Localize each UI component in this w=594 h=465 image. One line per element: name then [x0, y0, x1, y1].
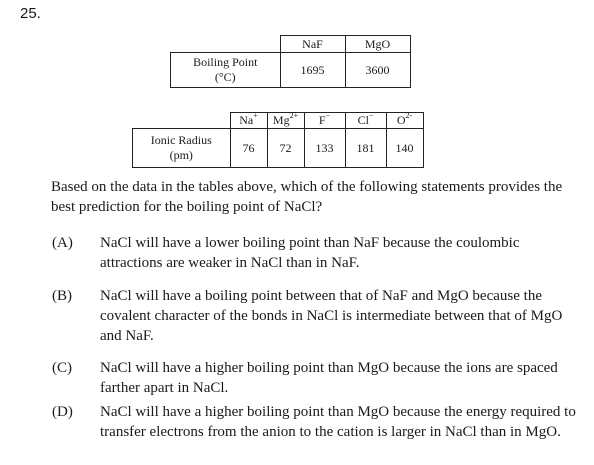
- choice-text: NaCl will have a boiling point between t…: [100, 288, 563, 344]
- row-label-boiling-point: Boiling Point (°C): [170, 52, 281, 88]
- row-label-line1: Boiling Point: [193, 55, 258, 69]
- value-mgo: 3600: [344, 52, 411, 88]
- question-number: 25.: [20, 5, 41, 22]
- choice-text: NaCl will have a lower boiling point tha…: [100, 235, 520, 271]
- row-label-line1: Ionic Radius: [150, 133, 212, 147]
- column-header-na-ion: Na+: [229, 112, 268, 129]
- column-header-o-ion: O2-: [385, 112, 424, 129]
- table-corner: [171, 36, 281, 53]
- value-cl-ion: 181: [344, 128, 387, 168]
- value-naf: 1695: [279, 52, 346, 88]
- value-mg-ion: 72: [266, 128, 305, 168]
- choice-letter: (B): [52, 288, 72, 304]
- choice-text: NaCl will have a higher boiling point th…: [100, 404, 576, 440]
- row-label-line2: (pm): [169, 148, 193, 162]
- choice-letter: (D): [52, 404, 73, 420]
- row-label-line2: (°C): [214, 70, 236, 84]
- choice-letter: (A): [52, 235, 73, 251]
- choice-text: NaCl will have a higher boiling point th…: [100, 360, 558, 396]
- value-na-ion: 76: [229, 128, 268, 168]
- column-header-mgo: MgO: [344, 35, 411, 53]
- column-header-f-ion: F−: [303, 112, 346, 129]
- value-o-ion: 140: [385, 128, 424, 168]
- boiling-point-table: NaF MgO Boiling Point (°C) 1695 3600: [170, 35, 411, 88]
- column-header-naf: NaF: [279, 35, 346, 53]
- column-header-mg-ion: Mg2+: [266, 112, 305, 129]
- table-corner: [133, 113, 231, 129]
- choice-letter: (C): [52, 360, 72, 376]
- column-header-cl-ion: Cl−: [344, 112, 387, 129]
- question-stem: Based on the data in the tables above, w…: [51, 179, 563, 215]
- row-label-ionic-radius: Ionic Radius (pm): [132, 128, 231, 168]
- value-f-ion: 133: [303, 128, 346, 168]
- ionic-radius-table: Na+ Mg2+ F− Cl− O2- Ionic Radius (pm) 76…: [132, 112, 424, 168]
